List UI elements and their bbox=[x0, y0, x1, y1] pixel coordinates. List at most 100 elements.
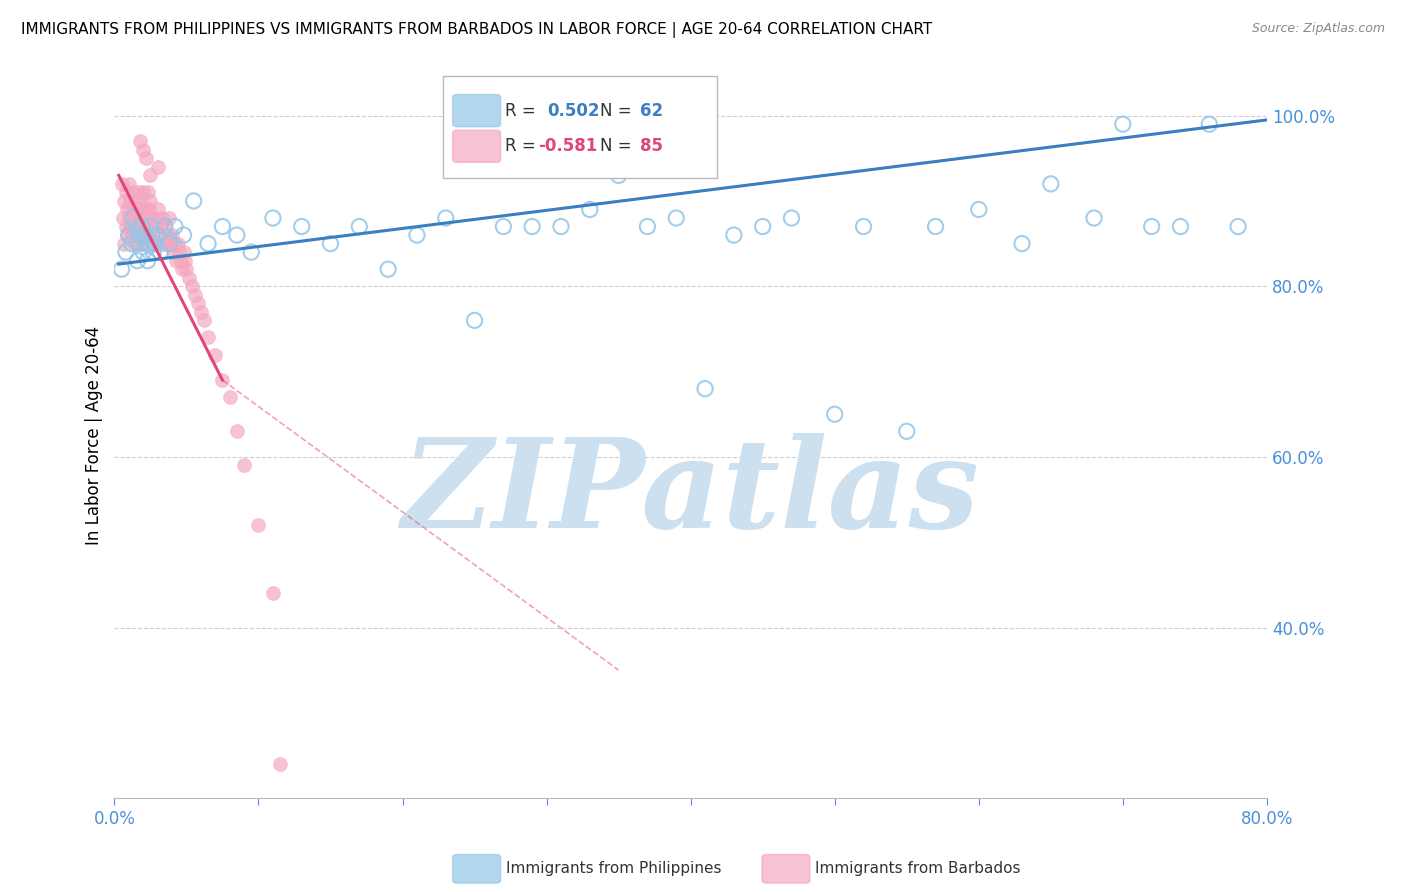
Point bbox=[176, 262, 198, 277]
Point bbox=[132, 143, 155, 157]
Point bbox=[550, 219, 572, 234]
Point bbox=[129, 236, 152, 251]
Point bbox=[211, 373, 233, 387]
Point bbox=[128, 186, 150, 200]
Point bbox=[146, 228, 169, 243]
Point bbox=[132, 245, 155, 260]
Point bbox=[135, 228, 157, 243]
Point bbox=[1140, 219, 1163, 234]
Point bbox=[406, 228, 429, 243]
Point bbox=[1227, 219, 1250, 234]
Point bbox=[146, 160, 169, 174]
Point bbox=[110, 177, 132, 191]
Point bbox=[139, 219, 162, 234]
Point bbox=[824, 407, 846, 421]
Point bbox=[117, 228, 139, 243]
Point bbox=[134, 228, 156, 243]
Point bbox=[139, 228, 162, 243]
Point bbox=[118, 177, 141, 191]
Point bbox=[173, 245, 195, 260]
Point bbox=[146, 202, 169, 217]
Point bbox=[492, 219, 515, 234]
Point bbox=[162, 245, 184, 260]
Point bbox=[181, 279, 204, 293]
Point bbox=[128, 211, 150, 225]
Text: 0.502: 0.502 bbox=[547, 102, 599, 120]
Point bbox=[136, 253, 159, 268]
Point bbox=[157, 236, 180, 251]
Point bbox=[112, 211, 135, 225]
Point bbox=[120, 219, 142, 234]
Text: IMMIGRANTS FROM PHILIPPINES VS IMMIGRANTS FROM BARBADOS IN LABOR FORCE | AGE 20-: IMMIGRANTS FROM PHILIPPINES VS IMMIGRANT… bbox=[21, 22, 932, 38]
Point bbox=[166, 236, 188, 251]
Point bbox=[247, 518, 270, 533]
Point bbox=[693, 382, 716, 396]
Point bbox=[132, 228, 155, 243]
Point bbox=[134, 211, 156, 225]
Point bbox=[148, 228, 170, 243]
Point bbox=[139, 194, 162, 208]
Point bbox=[142, 219, 165, 234]
Point bbox=[136, 211, 159, 225]
Point bbox=[132, 186, 155, 200]
Point bbox=[153, 219, 176, 234]
Point bbox=[152, 236, 174, 251]
Point bbox=[115, 186, 138, 200]
Point bbox=[204, 347, 226, 361]
Point bbox=[121, 236, 143, 251]
Point bbox=[607, 169, 630, 183]
Text: R =: R = bbox=[505, 102, 541, 120]
Point bbox=[172, 262, 194, 277]
Point bbox=[114, 194, 136, 208]
Point bbox=[183, 194, 205, 208]
Point bbox=[233, 458, 256, 473]
Point bbox=[122, 219, 145, 234]
Text: Source: ZipAtlas.com: Source: ZipAtlas.com bbox=[1251, 22, 1385, 36]
Point bbox=[131, 202, 153, 217]
Point bbox=[125, 194, 148, 208]
Point bbox=[143, 236, 166, 251]
Point bbox=[187, 296, 209, 310]
Point bbox=[149, 245, 172, 260]
Point bbox=[174, 253, 197, 268]
Point bbox=[193, 313, 215, 327]
Text: Immigrants from Philippines: Immigrants from Philippines bbox=[506, 862, 721, 876]
Text: ZIPatlas: ZIPatlas bbox=[402, 433, 980, 554]
Point bbox=[184, 287, 207, 301]
Point bbox=[225, 425, 247, 439]
Text: N =: N = bbox=[600, 102, 637, 120]
Point bbox=[124, 236, 146, 251]
Text: -0.581: -0.581 bbox=[538, 137, 598, 155]
Point bbox=[262, 586, 284, 600]
Point bbox=[129, 134, 152, 148]
Point bbox=[118, 228, 141, 243]
Text: 62: 62 bbox=[640, 102, 662, 120]
Text: 85: 85 bbox=[640, 137, 662, 155]
Point bbox=[125, 219, 148, 234]
Point bbox=[143, 236, 166, 251]
Point bbox=[142, 245, 165, 260]
Point bbox=[170, 253, 193, 268]
Point bbox=[114, 236, 136, 251]
Point bbox=[167, 245, 190, 260]
Y-axis label: In Labor Force | Age 20-64: In Labor Force | Age 20-64 bbox=[86, 326, 103, 545]
Point bbox=[134, 236, 156, 251]
Point bbox=[377, 262, 399, 277]
Point bbox=[127, 202, 149, 217]
Point bbox=[751, 219, 773, 234]
Point bbox=[1198, 117, 1220, 131]
Point bbox=[122, 186, 145, 200]
Point bbox=[115, 245, 138, 260]
Point bbox=[135, 202, 157, 217]
Point bbox=[156, 228, 179, 243]
Point bbox=[139, 169, 162, 183]
Point bbox=[262, 211, 284, 225]
Point bbox=[141, 211, 163, 225]
Point bbox=[129, 194, 152, 208]
Text: N =: N = bbox=[600, 137, 637, 155]
Point bbox=[125, 219, 148, 234]
Point bbox=[1112, 117, 1135, 131]
Point bbox=[117, 202, 139, 217]
Point bbox=[173, 228, 195, 243]
Point bbox=[155, 236, 177, 251]
